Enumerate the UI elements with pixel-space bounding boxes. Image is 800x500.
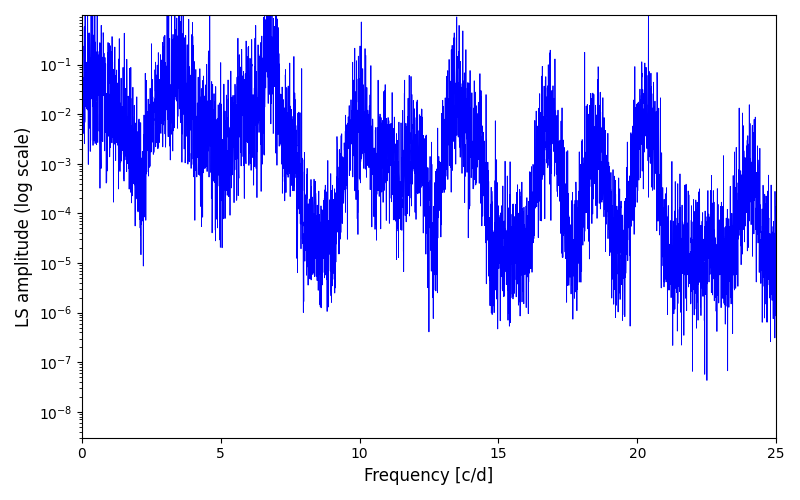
X-axis label: Frequency [c/d]: Frequency [c/d] xyxy=(364,467,494,485)
Y-axis label: LS amplitude (log scale): LS amplitude (log scale) xyxy=(15,126,33,326)
